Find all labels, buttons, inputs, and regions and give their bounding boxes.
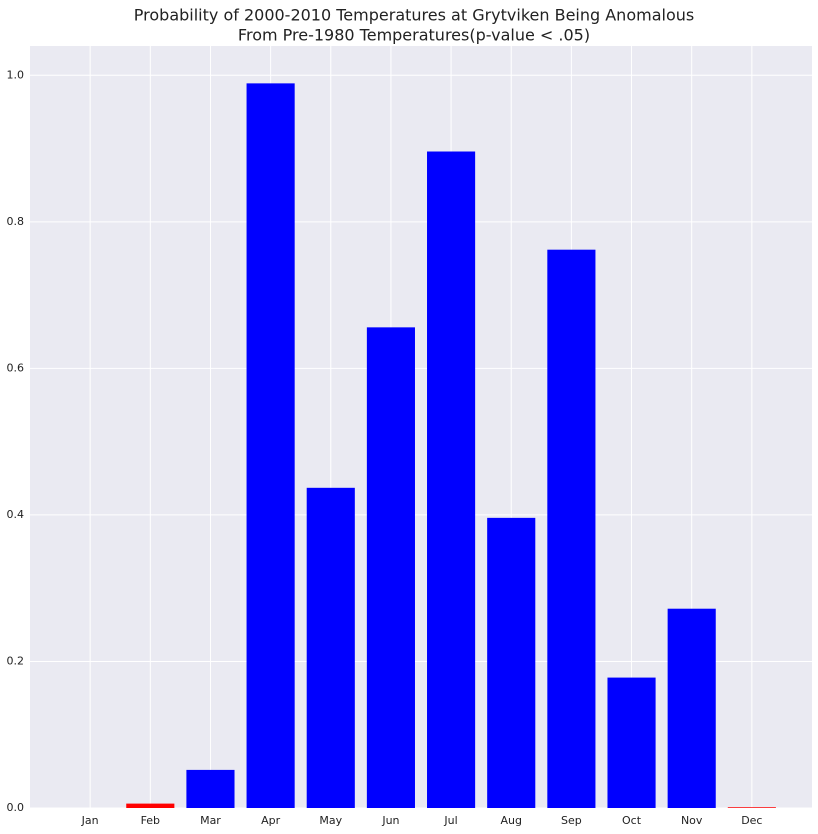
bar: [727, 807, 776, 808]
bar: [427, 151, 476, 808]
x-tick-label: Oct: [622, 814, 642, 827]
bar: [667, 608, 716, 808]
bar: [547, 249, 596, 808]
y-tick-label: 0.6: [7, 361, 25, 374]
x-tick-label: Jul: [443, 814, 457, 827]
bar: [487, 517, 536, 808]
bar: [607, 677, 656, 808]
x-tick-label: Sep: [561, 814, 582, 827]
chart-title: Probability of 2000-2010 Temperatures at…: [134, 6, 694, 25]
bar: [246, 83, 295, 808]
x-tick-label: Feb: [141, 814, 160, 827]
x-tick-label: Nov: [681, 814, 703, 827]
x-tick-label: Jun: [381, 814, 399, 827]
y-tick-label: 0.4: [7, 508, 25, 521]
chart-title: From Pre-1980 Temperatures(p-value < .05…: [238, 26, 590, 45]
x-tick-label: May: [319, 814, 342, 827]
bar: [186, 769, 235, 808]
bar: [306, 487, 355, 808]
y-tick-label: 0.8: [7, 215, 25, 228]
y-tick-label: 0.2: [7, 654, 25, 667]
y-tick-label: 1.0: [7, 68, 25, 81]
x-tick-label: Dec: [741, 814, 762, 827]
x-tick-label: Jan: [81, 814, 99, 827]
x-tick-label: Mar: [200, 814, 221, 827]
x-tick-label: Aug: [500, 814, 521, 827]
bar: [126, 803, 175, 808]
y-tick-label: 0.0: [7, 801, 25, 814]
x-tick-label: Apr: [261, 814, 281, 827]
bar: [366, 327, 415, 808]
